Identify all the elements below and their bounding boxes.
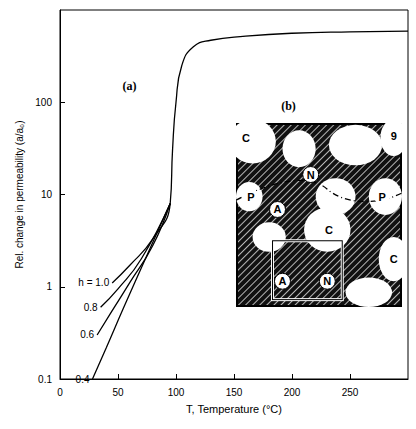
svg-text:9: 9 <box>391 130 397 142</box>
svg-text:200: 200 <box>284 387 301 398</box>
svg-text:250: 250 <box>342 387 359 398</box>
svg-text:(a): (a) <box>123 79 137 93</box>
svg-text:0.8: 0.8 <box>84 302 98 313</box>
svg-text:0.4: 0.4 <box>76 374 90 385</box>
svg-text:0: 0 <box>57 387 63 398</box>
svg-text:(b): (b) <box>281 99 296 113</box>
svg-text:P: P <box>247 191 254 203</box>
svg-text:150: 150 <box>226 387 243 398</box>
svg-text:T, Temperature (°C): T, Temperature (°C) <box>186 403 282 415</box>
svg-text:N: N <box>307 169 315 181</box>
svg-text:Rel. change in permeability (a: Rel. change in permeability (a/a₀) <box>14 120 25 268</box>
svg-text:C: C <box>242 132 250 144</box>
svg-text:A: A <box>274 203 282 215</box>
svg-text:A: A <box>279 275 287 287</box>
svg-text:C: C <box>390 253 398 265</box>
svg-text:50: 50 <box>112 387 124 398</box>
svg-text:0.6: 0.6 <box>80 329 94 340</box>
svg-text:P: P <box>378 191 385 203</box>
svg-text:100: 100 <box>35 97 52 108</box>
svg-text:C: C <box>325 224 333 236</box>
svg-text:10: 10 <box>41 189 53 200</box>
svg-text:0.1: 0.1 <box>38 374 52 385</box>
svg-text:h = 1.0: h = 1.0 <box>78 277 109 288</box>
svg-text:1: 1 <box>46 281 52 292</box>
svg-text:100: 100 <box>168 387 185 398</box>
svg-text:N: N <box>323 275 331 287</box>
